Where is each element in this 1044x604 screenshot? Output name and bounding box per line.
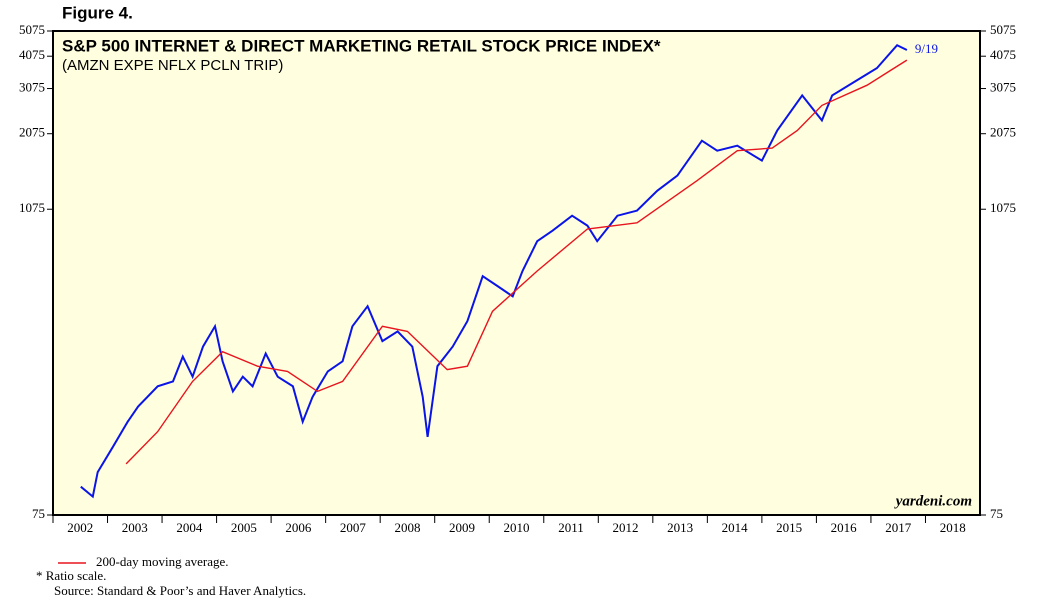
note: Source: Standard & Poor’s and Haver Anal… bbox=[54, 583, 306, 598]
x-tick-label: 2015 bbox=[776, 520, 802, 535]
x-tick-label: 2009 bbox=[449, 520, 475, 535]
plot-background bbox=[53, 31, 980, 515]
line-series bbox=[125, 59, 908, 465]
legend-label: 200-day moving average. bbox=[96, 554, 228, 569]
figure-label: Figure 4. bbox=[62, 3, 133, 22]
x-tick-label: 2014 bbox=[722, 520, 749, 535]
y2-tick-label: 1075 bbox=[990, 200, 1016, 215]
x-tick-label: 2017 bbox=[885, 520, 912, 535]
watermark: yardeni.com bbox=[894, 493, 972, 509]
end-label: 9/19 bbox=[915, 41, 938, 56]
x-tick-label: 2004 bbox=[176, 520, 203, 535]
chart-title: S&P 500 INTERNET & DIRECT MARKETING RETA… bbox=[62, 36, 661, 55]
y-tick-label: 2075 bbox=[19, 125, 45, 140]
x-tick-label: 2010 bbox=[504, 520, 530, 535]
y2-tick-label: 3075 bbox=[990, 80, 1016, 95]
y2-tick-label: 4075 bbox=[990, 47, 1016, 62]
x-tick-label: 2005 bbox=[231, 520, 257, 535]
note: * Ratio scale. bbox=[36, 568, 106, 583]
x-tick-label: 2018 bbox=[940, 520, 966, 535]
x-tick-label: 2002 bbox=[67, 520, 93, 535]
y2-tick-label: 2075 bbox=[990, 125, 1016, 140]
x-tick-label: 2003 bbox=[122, 520, 148, 535]
x-tick-label: 2012 bbox=[613, 520, 639, 535]
x-tick-label: 2016 bbox=[831, 520, 858, 535]
x-tick-label: 2007 bbox=[340, 520, 367, 535]
y-tick-label: 5075 bbox=[19, 22, 45, 37]
y-tick-label: 75 bbox=[32, 506, 45, 521]
plot-frame bbox=[52, 30, 981, 516]
x-tick-label: 2006 bbox=[285, 520, 312, 535]
y-tick-label: 3075 bbox=[19, 80, 45, 95]
y2-tick-label: 75 bbox=[990, 506, 1003, 521]
chart-subtitle: (AMZN EXPE NFLX PCLN TRIP) bbox=[62, 57, 283, 74]
y-tick-label: 1075 bbox=[19, 200, 45, 215]
line-series bbox=[80, 43, 908, 499]
x-tick-label: 2011 bbox=[558, 520, 584, 535]
y2-tick-label: 5075 bbox=[990, 22, 1016, 37]
x-tick-label: 2013 bbox=[667, 520, 693, 535]
y-tick-label: 4075 bbox=[19, 47, 45, 62]
x-tick-label: 2008 bbox=[394, 520, 420, 535]
